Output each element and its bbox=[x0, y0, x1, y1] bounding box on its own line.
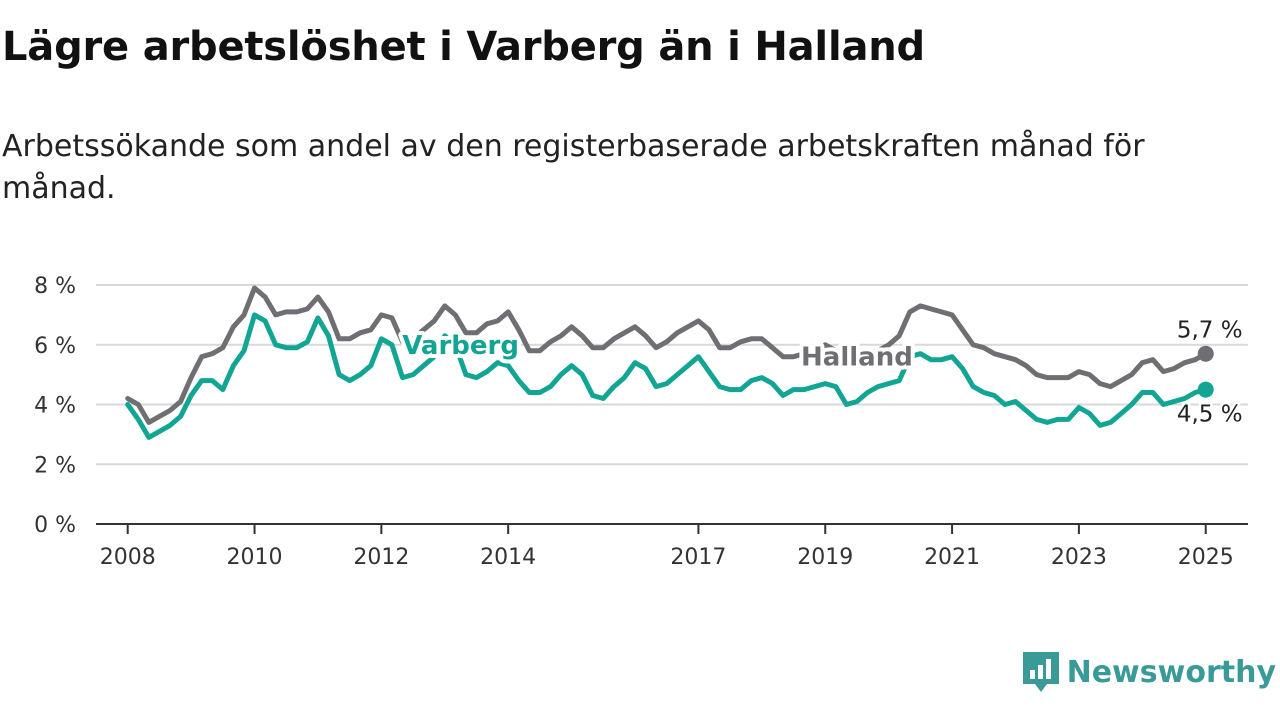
series-label-halland: Halland bbox=[801, 343, 913, 373]
x-tick-label-2019: 2019 bbox=[797, 545, 853, 570]
x-tick-label-2014: 2014 bbox=[480, 545, 536, 570]
newsworthy-logo: Newsworthy bbox=[1022, 652, 1276, 692]
x-tick-label-2010: 2010 bbox=[227, 545, 283, 570]
x-tick-label-2012: 2012 bbox=[353, 545, 409, 570]
x-tick-label-2023: 2023 bbox=[1051, 545, 1107, 570]
y-tick-label-8: 8 % bbox=[34, 274, 76, 299]
series-label-varberg: Varberg bbox=[402, 331, 519, 361]
grid-layer bbox=[96, 284, 1248, 466]
end-value-label-halland: 5,7 % bbox=[1177, 318, 1243, 344]
y-tick-label-0: 0 % bbox=[34, 513, 76, 538]
chart-subtitle: Arbetssökande som andel av den registerb… bbox=[2, 129, 1145, 206]
series-end-point-varberg bbox=[1197, 381, 1214, 398]
series-end-point-halland bbox=[1197, 345, 1214, 362]
newsworthy-logo-icon bbox=[1022, 652, 1059, 692]
x-tick-label-2008: 2008 bbox=[100, 545, 156, 570]
y-tick-label-6: 6 % bbox=[34, 334, 76, 359]
axis-layer: 0 % 2 % 4 % 6 % 8 % 2008 2010 2012 2014 2017 2019 2… bbox=[34, 274, 1248, 570]
y-tick-label-2: 2 % bbox=[34, 453, 76, 478]
series-line-halland bbox=[125, 285, 1209, 425]
brand-name: Newsworthy bbox=[1066, 654, 1276, 690]
series-layer bbox=[125, 285, 1214, 440]
x-tick-label-2025: 2025 bbox=[1178, 545, 1234, 570]
chart-title: Lägre arbetslöshet i Varberg än i Hallan… bbox=[2, 24, 925, 70]
label-layer: Halland Varberg 5,7 % 4,5 % bbox=[398, 315, 1245, 430]
y-tick-label-4: 4 % bbox=[34, 394, 76, 419]
end-value-label-varberg: 4,5 % bbox=[1177, 402, 1243, 428]
x-tick-label-2017: 2017 bbox=[670, 545, 726, 570]
x-tick-label-2021: 2021 bbox=[924, 545, 980, 570]
series-line-varberg bbox=[125, 312, 1209, 440]
